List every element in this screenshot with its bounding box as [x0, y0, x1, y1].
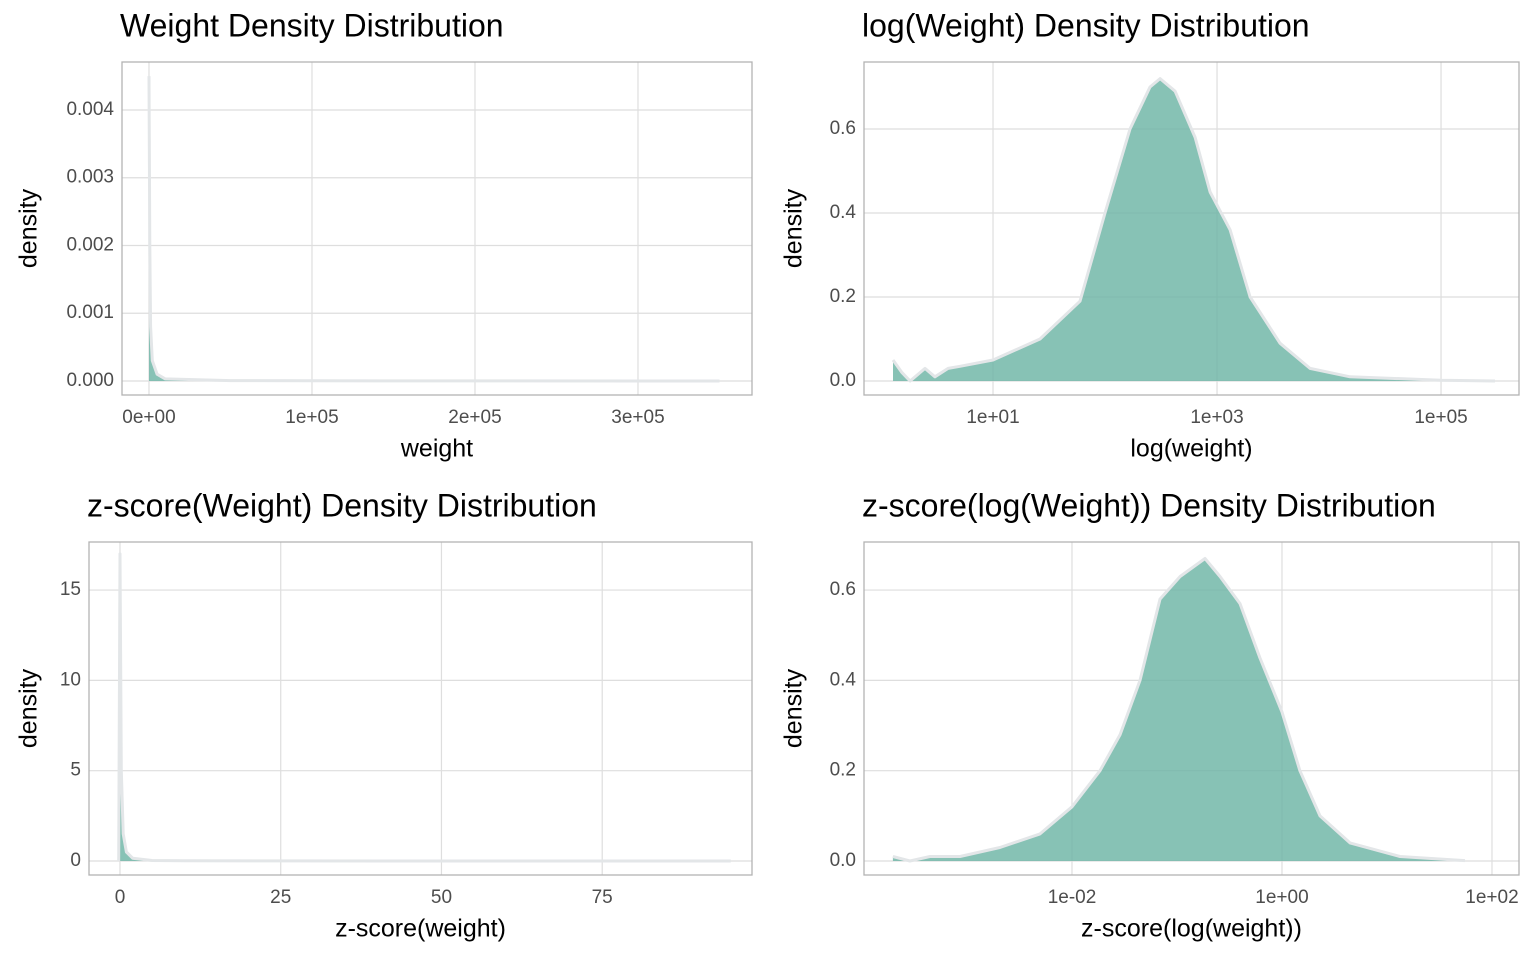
y-tick-label: 0.2 [830, 760, 856, 781]
y-tick-label: 0 [70, 850, 81, 871]
y-tick-label: 0.4 [830, 669, 857, 690]
y-tick-label: 15 [60, 579, 81, 600]
density-outline [117, 552, 731, 863]
y-axis-label: density [780, 188, 808, 268]
x-tick-label: 1e+03 [1190, 407, 1243, 428]
x-tick-label: 1e+05 [285, 407, 338, 428]
y-tick-label: 0.000 [66, 370, 114, 391]
y-axis-label: density [15, 668, 43, 748]
y-tick-label: 0.003 [66, 167, 114, 188]
x-tick-label: 1e+05 [1414, 407, 1467, 428]
density-area [892, 558, 1465, 862]
density-area [149, 76, 720, 381]
x-tick-label: 1e+00 [1255, 887, 1308, 908]
density-outline [892, 557, 1466, 863]
y-tick-label: 5 [70, 760, 81, 781]
y-tick-label: 10 [60, 669, 81, 690]
x-tick-label: 25 [270, 887, 291, 908]
y-tick-label: 0.0 [830, 850, 856, 871]
x-tick-label: 3e+05 [611, 407, 664, 428]
x-axis-label: z-score(weight) [335, 915, 506, 943]
chart-title: z-score(log(Weight)) Density Distributio… [862, 487, 1436, 523]
y-tick-label: 0.002 [66, 234, 114, 255]
x-tick-label: 1e+01 [966, 407, 1019, 428]
y-tick-label: 0.004 [66, 99, 114, 120]
x-tick-label: 0e+00 [122, 407, 175, 428]
panel-border [88, 541, 753, 876]
panel-border [863, 61, 1520, 396]
density-area [893, 78, 1495, 382]
y-tick-label: 0.6 [830, 579, 856, 600]
x-tick-label: 0 [115, 887, 126, 908]
x-axis-label: weight [400, 435, 473, 463]
x-axis-label: log(weight) [1130, 435, 1252, 463]
density-outline [891, 77, 1496, 383]
x-tick-label: 50 [431, 887, 452, 908]
x-axis-label: z-score(log(weight)) [1081, 915, 1302, 943]
chart-title: Weight Density Distribution [120, 7, 504, 43]
density-area [118, 553, 731, 862]
x-tick-label: 1e+02 [1465, 887, 1518, 908]
y-axis-label: density [15, 188, 43, 268]
panel-border [121, 61, 753, 396]
x-tick-label: 75 [592, 887, 613, 908]
x-tick-label: 2e+05 [448, 407, 501, 428]
chart-title: z-score(Weight) Density Distribution [87, 487, 597, 523]
y-tick-label: 0.0 [830, 370, 856, 391]
chart-title: log(Weight) Density Distribution [862, 7, 1310, 43]
y-tick-label: 0.001 [66, 302, 114, 323]
y-axis-label: density [780, 668, 808, 748]
y-tick-label: 0.2 [830, 286, 856, 307]
density-outline [147, 76, 720, 383]
x-tick-label: 1e-02 [1048, 887, 1097, 908]
panel-border [863, 541, 1520, 876]
y-tick-label: 0.6 [830, 118, 856, 139]
y-tick-label: 0.4 [830, 202, 857, 223]
